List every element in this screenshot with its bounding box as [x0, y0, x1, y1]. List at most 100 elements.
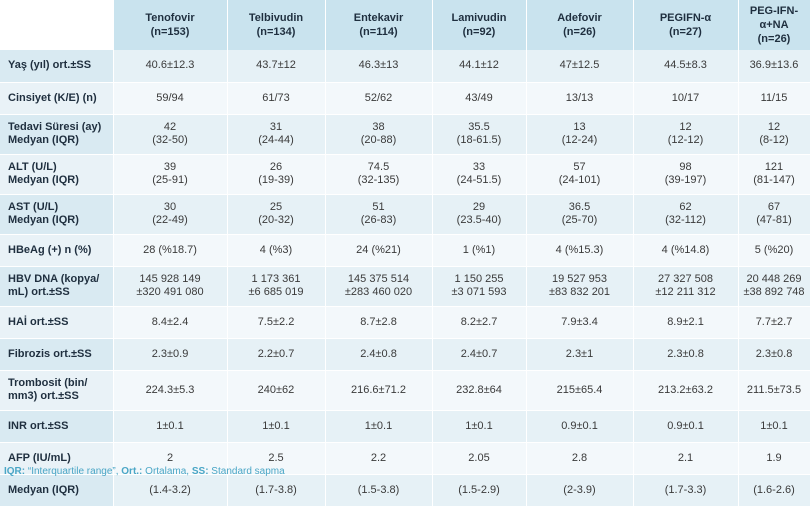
- table-cell: 36.5 (25-70): [526, 194, 634, 235]
- table-cell: 1 173 361 ±6 685 019: [227, 266, 326, 307]
- row-label: Trombosit (bin/mm3) ort.±SS: [0, 370, 114, 411]
- table-cell: 61/73: [227, 82, 326, 115]
- table-cell: 39 (25-91): [113, 154, 228, 195]
- row-label: HAİ ort.±SS: [0, 306, 114, 339]
- table-cell: 145 375 514 ±283 460 020: [325, 266, 433, 307]
- table-cell: 8.9±2.1: [633, 306, 739, 339]
- table-cell: 29 (23.5-40): [432, 194, 527, 235]
- col-header-adefovir: Adefovir (n=26): [526, 0, 634, 50]
- table-cell: 1 (%1): [432, 234, 527, 267]
- table-footnote: IQR: “Interquartile range”, Ort.: Ortala…: [4, 466, 285, 477]
- table-cell: 59/94: [113, 82, 228, 115]
- table-cell: 43.7±12: [227, 50, 326, 83]
- table-cell: 1±0.1: [432, 410, 527, 443]
- row-label: HBeAg (+) n (%): [0, 234, 114, 267]
- table-cell: 8.4±2.4: [113, 306, 228, 339]
- table-cell: 13/13: [526, 82, 634, 115]
- table-cell: 145 928 149 ±320 491 080: [113, 266, 228, 307]
- table-cell: 24 (%21): [325, 234, 433, 267]
- table-row: HBeAg (+) n (%) 28 (%18.7) 4 (%3) 24 (%21) 1…: [0, 234, 810, 267]
- table-cell: 12 (12-12): [633, 114, 739, 155]
- table-cell: 2.3±1: [526, 338, 634, 371]
- table-cell: 2.2: [325, 442, 433, 475]
- table-cell: 43/49: [432, 82, 527, 115]
- table-cell: 5 (%20): [738, 234, 810, 267]
- table-cell: 20 448 269 ±38 892 748: [738, 266, 810, 307]
- table-cell: 57 (24-101): [526, 154, 634, 195]
- table-cell: 121 (81-147): [738, 154, 810, 195]
- table-cell: 30 (22-49): [113, 194, 228, 235]
- table-row: ALT (U/L) Medyan (IQR) 39 (25-91) 26 (19-39) 7…: [0, 154, 810, 195]
- table-cell: (1.7-3.3): [633, 474, 739, 507]
- table-cell: (1.5-3.8): [325, 474, 433, 507]
- table-cell: 40.6±12.3: [113, 50, 228, 83]
- header-corner: [0, 0, 114, 50]
- table-row: Yaş (yıl) ort.±SS 40.6±12.3 43.7±12 46.3±13…: [0, 50, 810, 83]
- table-row: HAİ ort.±SS 8.4±2.4 7.5±2.2 8.7±2.8 8.2±2.7 7…: [0, 306, 810, 339]
- table-cell: 224.3±5.3: [113, 370, 228, 411]
- table-cell: 27 327 508 ±12 211 312: [633, 266, 739, 307]
- table-cell: 51 (26-83): [325, 194, 433, 235]
- table-cell: 2.3±0.8: [633, 338, 739, 371]
- table-cell: 0.9±0.1: [526, 410, 634, 443]
- row-label: ALT (U/L) Medyan (IQR): [0, 154, 114, 195]
- table-cell: 36.9±13.6: [738, 50, 810, 83]
- row-label: Tedavi Süresi (ay) Medyan (IQR): [0, 114, 114, 155]
- table-cell: 2.05: [432, 442, 527, 475]
- table-row: Medyan (IQR) (1.4-3.2) (1.7-3.8) (1.5-3.8)(…: [0, 474, 810, 507]
- table-cell: 240±62: [227, 370, 326, 411]
- table-cell: 46.3±13: [325, 50, 433, 83]
- table-cell: 4 (%14.8): [633, 234, 739, 267]
- col-header-pegifn-na: PEG-IFN-α+NA (n=26): [738, 0, 810, 50]
- table-row: Trombosit (bin/mm3) ort.±SS 224.3±5.3 240±…: [0, 370, 810, 411]
- col-header-tenofovir: Tenofovir (n=153): [113, 0, 228, 50]
- table-cell: 1±0.1: [113, 410, 228, 443]
- table-cell: 2.5: [227, 442, 326, 475]
- table-cell: 1.9: [738, 442, 810, 475]
- table-row: Tedavi Süresi (ay) Medyan (IQR) 42 (32-50) 3…: [0, 114, 810, 155]
- table-cell: 67 (47-81): [738, 194, 810, 235]
- table-cell: 28 (%18.7): [113, 234, 228, 267]
- table-cell: 1±0.1: [227, 410, 326, 443]
- row-label: INR ort.±SS: [0, 410, 114, 443]
- table-cell: 25 (20-32): [227, 194, 326, 235]
- table-cell: 98 (39-197): [633, 154, 739, 195]
- table-row: Cinsiyet (K/E) (n) 59/94 61/73 52/62 43/49 13…: [0, 82, 810, 115]
- table-cell: 8.7±2.8: [325, 306, 433, 339]
- table-row: INR ort.±SS 1±0.1 1±0.1 1±0.1 1±0.1 0.9±0.1 0.…: [0, 410, 810, 443]
- table-cell: 38 (20-88): [325, 114, 433, 155]
- table-cell: 19 527 953 ±83 832 201: [526, 266, 634, 307]
- table-cell: 2.2±0.7: [227, 338, 326, 371]
- table-cell: 52/62: [325, 82, 433, 115]
- table-cell: 7.5±2.2: [227, 306, 326, 339]
- table-row: HBV DNA (kopya/mL) ort.±SS 145 928 149 ±32…: [0, 266, 810, 307]
- table-cell: 44.1±12: [432, 50, 527, 83]
- table-cell: 4 (%3): [227, 234, 326, 267]
- table-cell: 13 (12-24): [526, 114, 634, 155]
- col-header-telbivudin: Telbivudin (n=134): [227, 0, 326, 50]
- table-cell: 7.7±2.7: [738, 306, 810, 339]
- table-cell: 2.4±0.7: [432, 338, 527, 371]
- table-cell: 2: [113, 442, 228, 475]
- table-cell: 12 (8-12): [738, 114, 810, 155]
- row-label: Medyan (IQR): [0, 474, 114, 507]
- table-cell: 7.9±3.4: [526, 306, 634, 339]
- table-cell: 1±0.1: [738, 410, 810, 443]
- table-cell: 216.6±71.2: [325, 370, 433, 411]
- table-cell: 2.1: [633, 442, 739, 475]
- table-cell: 10/17: [633, 82, 739, 115]
- table-cell: 35.5 (18-61.5): [432, 114, 527, 155]
- table-cell: 2.3±0.8: [738, 338, 810, 371]
- table-row: Fibrozis ort.±SS 2.3±0.9 2.2±0.7 2.4±0.8 2.4…: [0, 338, 810, 371]
- table-cell: 26 (19-39): [227, 154, 326, 195]
- table-row: AST (U/L) Medyan (IQR) 30 (22-49) 25 (20-32) 5…: [0, 194, 810, 235]
- row-label: AFP (IU/mL): [0, 442, 114, 475]
- row-label: Fibrozis ort.±SS: [0, 338, 114, 371]
- table-cell: 42 (32-50): [113, 114, 228, 155]
- table-row: AFP (IU/mL) 2 2.5 2.2 2.05 2.8 2.1 1.9: [0, 442, 810, 475]
- row-label: Yaş (yıl) ort.±SS: [0, 50, 114, 83]
- table-cell: 62 (32-112): [633, 194, 739, 235]
- table-cell: 215±65.4: [526, 370, 634, 411]
